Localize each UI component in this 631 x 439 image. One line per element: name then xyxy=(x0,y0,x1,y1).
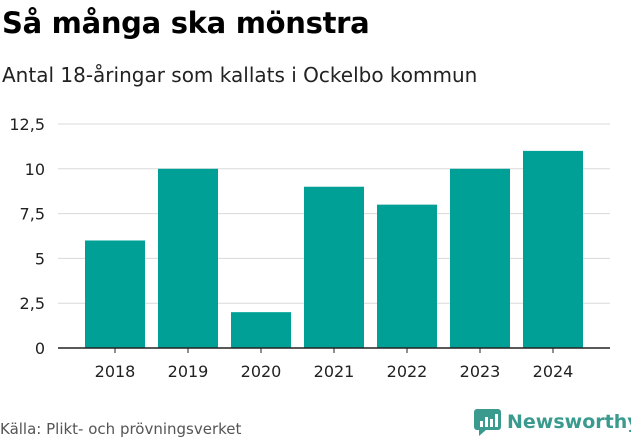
x-tick-label: 2021 xyxy=(314,362,355,381)
newsworthy-logo: Newsworthy xyxy=(474,407,631,437)
y-tick-label: 5 xyxy=(35,249,45,268)
bar-2023 xyxy=(450,168,510,348)
y-tick-label: 12,5 xyxy=(9,115,45,134)
bar-2021 xyxy=(304,186,364,348)
chart-subtitle: Antal 18-åringar som kallats i Ockelbo k… xyxy=(2,63,478,87)
bar-2018 xyxy=(85,240,145,348)
bar-2019 xyxy=(158,168,218,348)
y-tick-label: 2,5 xyxy=(20,294,45,313)
bar-2024 xyxy=(523,150,583,348)
y-axis-tick-labels: 0 2,5 5 7,5 10 12,5 xyxy=(9,115,45,358)
x-tick-label: 2018 xyxy=(95,362,136,381)
bars xyxy=(85,150,583,348)
brand-name: Newsworthy xyxy=(507,411,631,433)
bar-2020 xyxy=(231,312,291,348)
y-tick-label: 7,5 xyxy=(20,205,45,224)
bar-2022 xyxy=(377,204,437,348)
x-tick-label: 2022 xyxy=(387,362,428,381)
y-tick-label: 10 xyxy=(25,160,45,179)
x-axis-tick-labels: 2018 2019 2020 2021 2022 2023 2024 xyxy=(95,348,574,381)
chart-title: Så många ska mönstra xyxy=(2,6,370,40)
x-tick-label: 2023 xyxy=(460,362,501,381)
x-tick-label: 2024 xyxy=(533,362,574,381)
x-tick-label: 2019 xyxy=(168,362,209,381)
x-tick-label: 2020 xyxy=(241,362,282,381)
y-tick-label: 0 xyxy=(35,339,45,358)
newsworthy-icon xyxy=(474,408,501,436)
source-note: Källa: Plikt- och prövningsverket xyxy=(0,420,242,438)
